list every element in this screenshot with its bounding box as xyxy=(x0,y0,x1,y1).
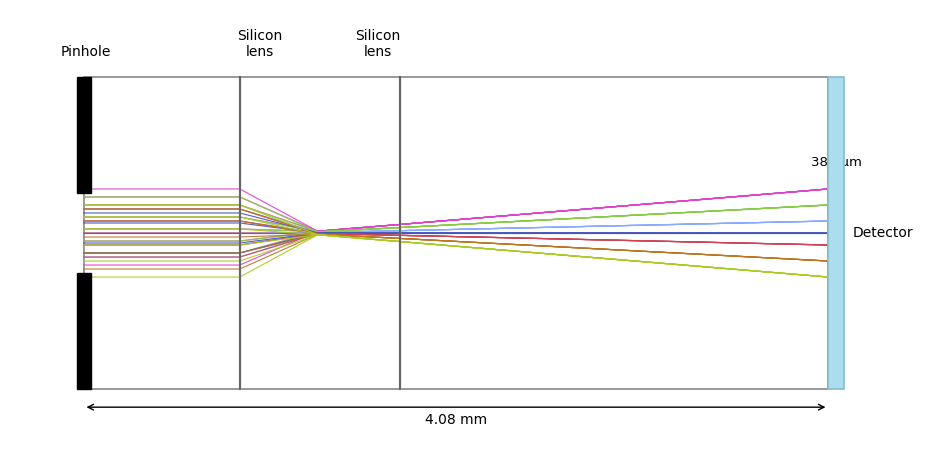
Text: Silicon
lens: Silicon lens xyxy=(355,28,401,59)
Text: Detector: Detector xyxy=(852,226,913,240)
Bar xyxy=(84,77,828,389)
Text: 384 μm: 384 μm xyxy=(811,156,862,169)
Text: Silicon
lens: Silicon lens xyxy=(237,28,283,59)
Bar xyxy=(76,273,90,389)
Text: Pinhole: Pinhole xyxy=(60,45,110,59)
Text: 4.08 mm: 4.08 mm xyxy=(425,413,487,427)
Bar xyxy=(828,77,844,389)
Bar xyxy=(76,77,90,193)
